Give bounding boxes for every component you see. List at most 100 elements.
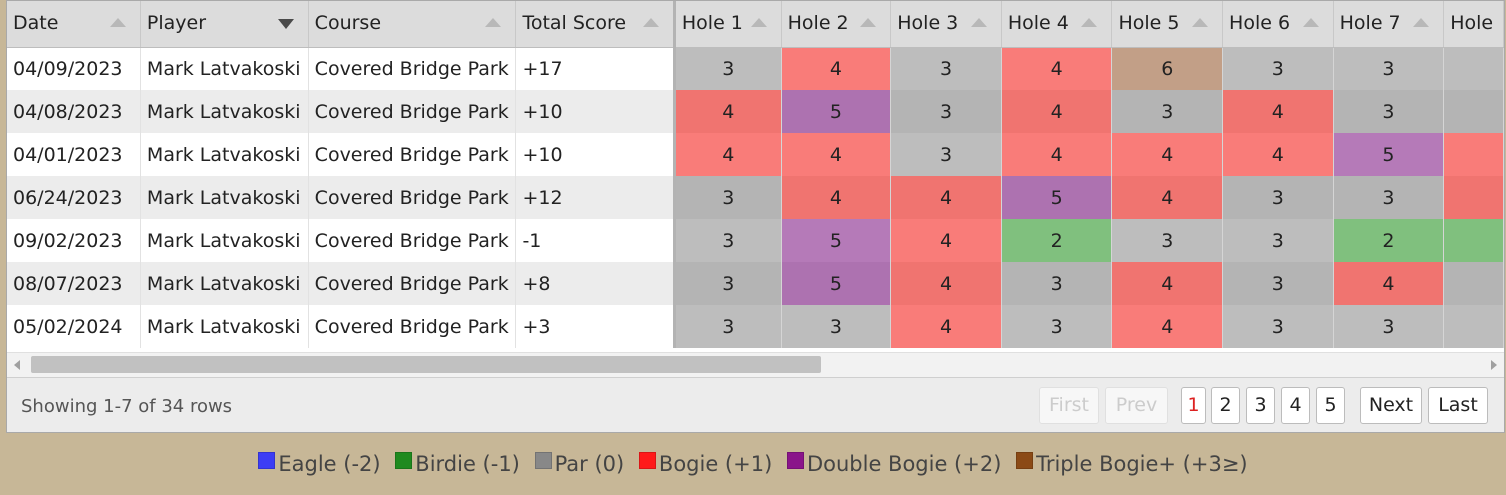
legend-swatch [1016, 452, 1034, 469]
legend-swatch [534, 452, 552, 469]
cell-hole-8 [1443, 90, 1504, 133]
cell-course: Covered Bridge Park [308, 219, 517, 262]
cell-total-score: +10 [515, 133, 676, 176]
page-button-1[interactable]: 1 [1181, 387, 1206, 424]
cell-hole-2: 5 [781, 219, 892, 262]
column-header-hole-6[interactable]: Hole 6 [1222, 1, 1334, 48]
table-row[interactable]: 08/07/2023 Mark Latvakoski Covered Bridge … [7, 262, 1504, 305]
page-button-4[interactable]: 4 [1281, 387, 1310, 424]
scroll-left-icon[interactable] [14, 360, 20, 370]
table-row[interactable]: 05/02/2024 Mark Latvakoski Covered Bridge … [7, 305, 1504, 348]
column-header-date[interactable]: Date [7, 1, 141, 48]
column-header-label: Hole 2 [787, 11, 849, 34]
prev-page-button[interactable]: Prev [1105, 387, 1168, 424]
cell-hole-7: 3 [1333, 90, 1445, 133]
horizontal-scrollbar[interactable] [7, 352, 1504, 377]
legend-item-eagle: Eagle (-2) [258, 452, 381, 476]
table-row[interactable]: 04/08/2023 Mark Latvakoski Covered Bridge … [7, 90, 1504, 133]
cell-hole-8 [1443, 133, 1504, 176]
cell-hole-8 [1443, 47, 1504, 90]
column-header-hole-3[interactable]: Hole 3 [890, 1, 1002, 48]
cell-date: 08/07/2023 [7, 262, 141, 305]
cell-hole-5: 4 [1111, 133, 1224, 176]
cell-player: Mark Latvakoski [140, 47, 309, 90]
legend-label: Double Bogie (+2) [806, 452, 1002, 476]
cell-course: Covered Bridge Park [308, 47, 517, 90]
column-header-label: Hole 6 [1229, 11, 1291, 34]
legend-item-birdie: Birdie (-1) [395, 452, 520, 476]
cell-hole-1: 4 [674, 90, 782, 133]
column-header-player[interactable]: Player [140, 1, 309, 48]
legend-swatch [786, 452, 804, 469]
table-row[interactable]: 06/24/2023 Mark Latvakoski Covered Bridge … [7, 176, 1504, 219]
sort-asc-icon [109, 18, 126, 27]
column-header-label: Hole 3 [897, 11, 959, 34]
cell-hole-7: 3 [1333, 47, 1445, 90]
cell-hole-1: 3 [674, 47, 782, 90]
cell-hole-3: 3 [890, 133, 1002, 176]
column-header-course[interactable]: Course [308, 1, 517, 48]
sort-asc-icon [970, 18, 987, 27]
page-button-2[interactable]: 2 [1211, 387, 1240, 424]
sort-asc-icon [642, 18, 659, 27]
cell-hole-6: 3 [1222, 219, 1334, 262]
column-header-label: Player [146, 11, 207, 34]
cell-hole-5: 4 [1111, 176, 1224, 219]
cell-hole-3: 4 [890, 176, 1002, 219]
cell-hole-8 [1443, 262, 1504, 305]
column-header-hole-5[interactable]: Hole 5 [1111, 1, 1224, 48]
column-header-hole-1[interactable]: Hole 1 [674, 1, 782, 48]
table-row[interactable]: 04/09/2023 Mark Latvakoski Covered Bridge … [7, 47, 1504, 90]
cell-date: 06/24/2023 [7, 176, 141, 219]
cell-hole-8 [1443, 219, 1504, 262]
sort-asc-icon [1081, 18, 1098, 27]
cell-course: Covered Bridge Park [308, 305, 517, 348]
header-row: Date Player Course Total Score Hole 1 Ho… [7, 1, 1504, 48]
legend-label: Birdie (-1) [415, 452, 520, 476]
sort-desc-icon [277, 19, 294, 29]
cell-hole-4: 5 [1001, 176, 1113, 219]
cell-total-score: -1 [515, 219, 676, 262]
scores-table: Date Player Course Total Score Hole 1 Ho… [7, 1, 1504, 348]
page-button-3[interactable]: 3 [1246, 387, 1275, 424]
last-page-button[interactable]: Last [1428, 387, 1488, 424]
cell-player: Mark Latvakoski [140, 305, 309, 348]
rows-summary: Showing 1-7 of 34 rows [21, 396, 233, 417]
column-header-label: Date [13, 11, 59, 34]
scrollbar-thumb[interactable] [31, 356, 821, 373]
cell-hole-6: 4 [1222, 90, 1334, 133]
cell-hole-2: 4 [781, 47, 892, 90]
column-header-hole-8[interactable]: Hole [1443, 1, 1504, 48]
cell-hole-6: 3 [1222, 176, 1334, 219]
legend-swatch [638, 452, 656, 469]
cell-date: 04/09/2023 [7, 47, 141, 90]
table-row[interactable]: 04/01/2023 Mark Latvakoski Covered Bridge … [7, 133, 1504, 176]
cell-hole-7: 5 [1333, 133, 1445, 176]
cell-hole-4: 3 [1001, 305, 1113, 348]
column-header-hole-2[interactable]: Hole 2 [781, 1, 892, 48]
table-viewport: Date Player Course Total Score Hole 1 Ho… [7, 1, 1504, 352]
column-header-label: Total Score [522, 11, 627, 34]
scroll-right-icon[interactable] [1491, 360, 1497, 370]
column-header-label: Course [314, 11, 382, 34]
next-page-button[interactable]: Next [1360, 387, 1422, 424]
column-header-hole-4[interactable]: Hole 4 [1001, 1, 1113, 48]
first-page-button[interactable]: First [1039, 387, 1099, 424]
cell-hole-7: 4 [1333, 262, 1445, 305]
cell-hole-5: 4 [1111, 305, 1224, 348]
sort-asc-icon [750, 18, 767, 27]
cell-date: 05/02/2024 [7, 305, 141, 348]
column-header-hole-7[interactable]: Hole 7 [1333, 1, 1445, 48]
sort-asc-icon [1302, 18, 1319, 27]
cell-hole-5: 4 [1111, 262, 1224, 305]
column-header-total-score[interactable]: Total Score [515, 1, 676, 48]
legend-swatch [395, 452, 413, 469]
cell-course: Covered Bridge Park [308, 90, 517, 133]
cell-player: Mark Latvakoski [140, 90, 309, 133]
sort-asc-icon [1192, 18, 1209, 27]
cell-player: Mark Latvakoski [140, 219, 309, 262]
legend-label: Par (0) [554, 452, 625, 476]
page-button-5[interactable]: 5 [1316, 387, 1345, 424]
table-row[interactable]: 09/02/2023 Mark Latvakoski Covered Bridge … [7, 219, 1504, 262]
cell-hole-2: 5 [781, 90, 892, 133]
